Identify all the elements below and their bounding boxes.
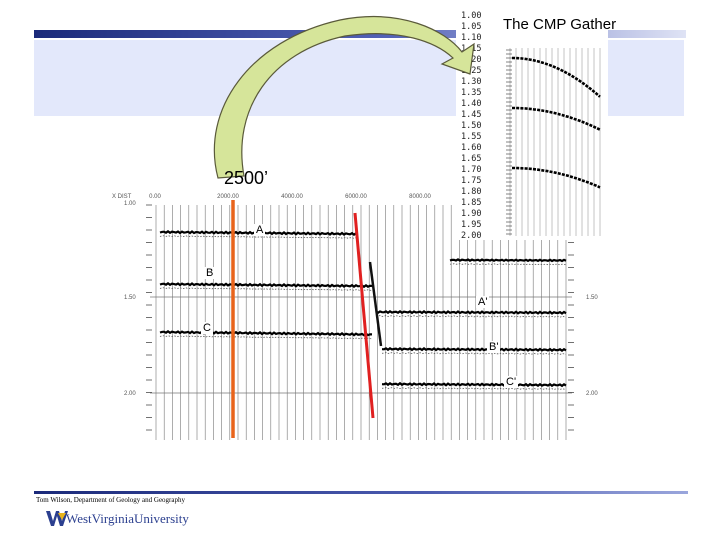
credit-text: Tom Wilson, Department of Geology and Ge…: [36, 496, 185, 504]
y-tick-label: 2.00: [586, 391, 598, 397]
reflection-c: [159, 329, 373, 337]
inset-time-label: 1.60: [461, 143, 481, 153]
inset-event-1: [512, 56, 601, 98]
reflection-b-prime: [381, 346, 567, 353]
y-tick-label: 2.00: [124, 391, 136, 397]
x-tick-label: 4000.00: [281, 194, 303, 200]
inset-time-label: 1.90: [461, 209, 481, 219]
inset-time-label: 1.80: [461, 187, 481, 197]
reflection-c-prime: [381, 387, 567, 390]
inset-time-label: 1.45: [461, 110, 481, 120]
footer-line: [34, 491, 688, 494]
x-tick-label: 0.00: [149, 194, 161, 200]
inset-time-label: 1.65: [461, 154, 481, 164]
x-tick-label: 8000.00: [409, 194, 431, 200]
event-label-b-prime: B': [487, 341, 501, 353]
inset-time-label: 1.25: [461, 66, 481, 76]
wvu-logo-icon: [46, 511, 68, 526]
offset-label: 2500’: [224, 168, 269, 188]
reflection-a-prime: [376, 315, 567, 318]
reflection-c: [159, 335, 373, 340]
event-label-b: B: [204, 267, 216, 279]
x-tick-label: 2000.00: [217, 194, 239, 200]
inset-time-label: 1.50: [461, 121, 481, 131]
y-tick-label: 1.00: [124, 201, 136, 207]
fault-line-red: [353, 212, 375, 419]
reflection-a: [159, 235, 357, 239]
fault-line-black: [368, 261, 383, 347]
inset-time-label: 1.95: [461, 220, 481, 230]
inset-time-label: 1.40: [461, 99, 481, 109]
inset-time-axis: 1.001.051.101.151.201.251.301.351.401.45…: [461, 11, 481, 241]
reflection-b-prime: [381, 352, 567, 355]
event-label-a: A: [254, 224, 266, 236]
inset-event-3: [512, 166, 601, 189]
inset-event-2: [512, 106, 601, 131]
reflection-minor: [449, 263, 567, 266]
inset-time-label: 1.35: [461, 88, 481, 98]
inset-time-label: 1.75: [461, 176, 481, 186]
y-tick-label: 1.50: [586, 295, 598, 301]
inset-time-label: 1.85: [461, 198, 481, 208]
gather-lines: [231, 200, 383, 438]
reflection-c-prime: [381, 381, 567, 388]
inset-time-label: 1.05: [461, 22, 481, 32]
reflection-b: [159, 281, 373, 289]
x-dist-label: X DIST: [112, 194, 132, 200]
y-tick-label: 1.50: [124, 295, 136, 301]
event-label-c-prime: C': [504, 376, 519, 388]
event-label-c: C: [201, 322, 213, 334]
reflection-b: [159, 287, 373, 291]
reflection-a-prime: [375, 309, 567, 315]
university-name: WestVirginiaUniversity: [66, 511, 189, 526]
x-tick-label: 6000.00: [345, 194, 367, 200]
inset-time-label: 2.00: [461, 231, 481, 241]
inset-time-label: 1.10: [461, 33, 481, 43]
inset-time-label: 1.55: [461, 132, 481, 142]
inset-time-label: 1.70: [461, 165, 481, 175]
reflection-minor: [449, 258, 567, 263]
cmp-gather-title: The CMP Gather: [503, 16, 617, 33]
event-label-a-prime: A': [476, 296, 490, 308]
inset-traces: [506, 48, 601, 236]
inset-time-label: 1.00: [461, 11, 481, 21]
inset-time-label: 1.30: [461, 77, 481, 87]
